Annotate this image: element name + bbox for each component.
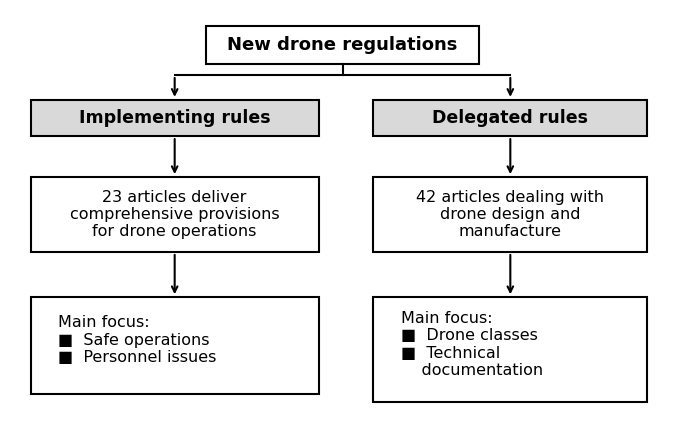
FancyBboxPatch shape — [31, 177, 319, 252]
FancyBboxPatch shape — [373, 177, 647, 252]
Text: Main focus:
■  Safe operations
■  Personnel issues: Main focus: ■ Safe operations ■ Personne… — [58, 315, 216, 365]
Text: Implementing rules: Implementing rules — [79, 109, 271, 127]
FancyBboxPatch shape — [31, 100, 319, 136]
Text: 42 articles dealing with
drone design and
manufacture: 42 articles dealing with drone design an… — [416, 190, 604, 239]
FancyBboxPatch shape — [373, 297, 647, 402]
FancyBboxPatch shape — [373, 100, 647, 136]
Text: 23 articles deliver
comprehensive provisions
for drone operations: 23 articles deliver comprehensive provis… — [70, 190, 279, 239]
Text: New drone regulations: New drone regulations — [227, 36, 458, 54]
FancyBboxPatch shape — [31, 297, 319, 394]
Text: Main focus:
■  Drone classes
■  Technical
    documentation: Main focus: ■ Drone classes ■ Technical … — [401, 311, 543, 378]
Text: Delegated rules: Delegated rules — [432, 109, 588, 127]
FancyBboxPatch shape — [206, 26, 480, 64]
